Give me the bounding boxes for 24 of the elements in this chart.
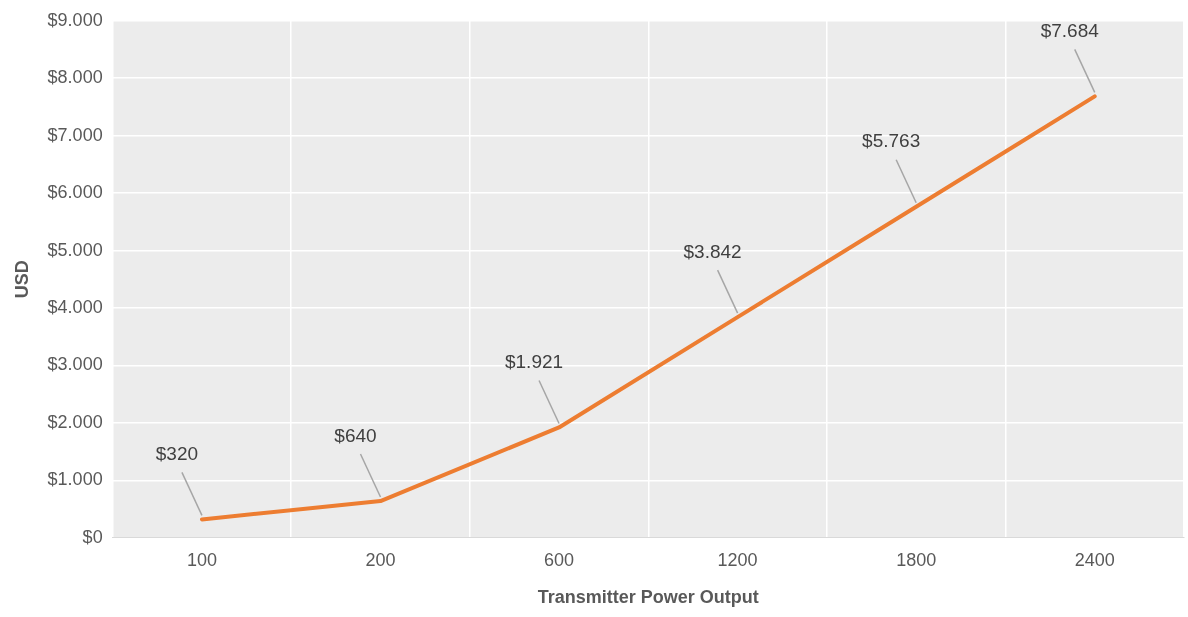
data-label: $640: [334, 424, 377, 446]
y-tick-label: $4.000: [47, 296, 103, 317]
y-tick-label: $1.000: [47, 469, 103, 490]
y-tick-label: $6.000: [47, 182, 103, 203]
data-label: $5.763: [862, 130, 921, 152]
y-tick-label: $8.000: [47, 67, 103, 88]
y-tick-label: $9.000: [47, 9, 103, 30]
x-tick-label: 100: [186, 549, 217, 570]
x-tick-label: 200: [365, 549, 396, 570]
x-tick-label: 2400: [1074, 549, 1115, 570]
x-tick-label: 600: [544, 549, 575, 570]
data-label: $7.684: [1040, 20, 1100, 42]
x-axis-title: Transmitter Power Output: [537, 587, 759, 608]
y-tick-label: $7.000: [47, 124, 103, 145]
x-tick-label: 1200: [717, 549, 758, 570]
data-label: $320: [155, 443, 199, 465]
y-tick-label: $3.000: [47, 354, 103, 375]
y-tick-label: $2.000: [47, 411, 103, 432]
y-tick-label: $5.000: [47, 239, 103, 260]
y-tick-label: $0: [82, 526, 103, 547]
x-tick-label: 1800: [896, 549, 937, 570]
y-axis-title: USD: [11, 260, 32, 299]
data-label: $3.842: [683, 240, 742, 262]
data-label: $1.921: [504, 351, 564, 373]
